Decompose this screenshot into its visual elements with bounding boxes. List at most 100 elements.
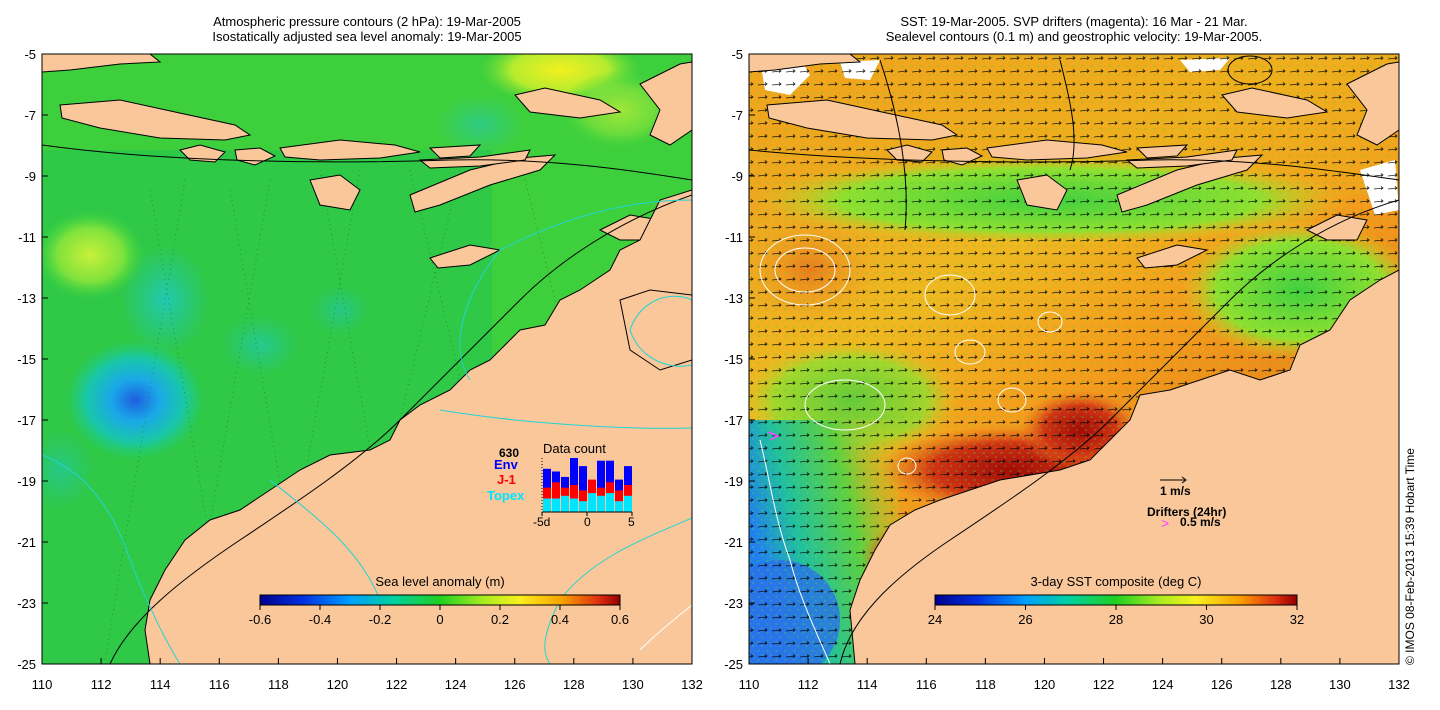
left-ytick-label: -13 (17, 291, 36, 306)
drifters-legend-value: 0.5 m/s (1180, 515, 1221, 529)
right-xtick-label: 128 (1270, 677, 1292, 692)
histogram-bar-topex (615, 501, 623, 512)
left-ytick-label: -23 (17, 596, 36, 611)
right-title-line2: Sealevel contours (0.1 m) and geostrophi… (885, 29, 1263, 44)
left-xtick-label: 114 (150, 677, 171, 692)
drifters-legend-symbol: > (1161, 515, 1170, 531)
right-ytick-label: -15 (724, 352, 743, 367)
left-ytick-label: -17 (17, 413, 36, 428)
right-ytick-label: -21 (724, 535, 743, 550)
right-ytick-label: -25 (724, 657, 743, 672)
sst-colorbar-tick-label: 32 (1290, 612, 1304, 627)
histogram-bar-topex (552, 498, 560, 512)
sst-map (749, 54, 1399, 664)
right-ytick-label: -7 (731, 108, 743, 123)
right-title: SST: 19-Mar-2005. SVP drifters (magenta)… (749, 14, 1399, 44)
left-xtick-label: 124 (445, 677, 467, 692)
left-ytick-label: -19 (17, 474, 36, 489)
right-ytick-label: -9 (731, 169, 743, 184)
right-ytick-label: -19 (724, 474, 743, 489)
data-count-legend-topex: Topex (487, 488, 525, 503)
left-xtick-label: 116 (209, 677, 230, 692)
right-ytick-label: -17 (724, 413, 743, 428)
histogram-bar-topex (570, 498, 578, 512)
data-count-total: 630 (499, 446, 520, 460)
right-xtick-label: 120 (1034, 677, 1056, 692)
histogram-bar-topex (543, 498, 551, 512)
drifters-legend-title: Drifters (24hr) (1147, 505, 1227, 519)
left-xtick-label: 112 (91, 677, 112, 692)
left-ytick-label: -21 (17, 535, 36, 550)
left-ytick-label: -11 (18, 230, 36, 245)
sea-level-anomaly-map (42, 54, 692, 664)
histogram-bar-topex (597, 495, 605, 512)
left-ytick-label: -7 (24, 108, 36, 123)
sst-colorbar-tick-label: 28 (1109, 612, 1123, 627)
sst-colorbar-tick-label: 26 (1018, 612, 1032, 627)
sla-colorbar-tick-label: 0.2 (491, 612, 509, 627)
sst-colorbar-tick-label: 30 (1199, 612, 1213, 627)
left-xtick-label: 118 (268, 677, 289, 692)
data-count-xtick-end: 5 (628, 515, 635, 529)
left-ytick-label: -15 (17, 352, 36, 367)
histogram-bar-topex (624, 495, 632, 512)
right-xtick-label: 110 (739, 677, 760, 692)
histogram-bar-topex (561, 495, 569, 512)
right-xtick-label: 124 (1152, 677, 1174, 692)
right-xtick-label: 122 (1093, 677, 1115, 692)
histogram-bar-topex (579, 501, 587, 512)
right-xtick-label: 126 (1211, 677, 1233, 692)
sla-colorbar-tick-label: 0.4 (551, 612, 569, 627)
right-xtick-label: 114 (857, 677, 878, 692)
right-axes: -5 -7 -9 -11 -13 -15 -17 -19 -21 -23 -25 110 112 114 1… (724, 47, 1410, 692)
data-count-legend-j1: J-1 (497, 472, 516, 487)
data-count-legend-env: Env (494, 457, 518, 472)
data-count-xtick-start: -5d (533, 515, 551, 529)
right-xtick-label: 112 (798, 677, 819, 692)
left-xtick-label: 122 (386, 677, 408, 692)
left-xtick-label: 130 (622, 677, 644, 692)
histogram-bar-topex (588, 493, 596, 512)
right-xtick-label: 118 (975, 677, 996, 692)
sla-colorbar-tick-label: -0.4 (309, 612, 331, 627)
left-ytick-label: -5 (24, 47, 36, 62)
right-ytick-label: -5 (731, 47, 743, 62)
left-xtick-label: 110 (32, 677, 53, 692)
left-ytick-label: -9 (24, 169, 36, 184)
right-xtick-label: 132 (1388, 677, 1410, 692)
sla-colorbar: -0.6 -0.4 -0.2 0 0.2 0.4 0.6 (249, 594, 629, 627)
data-count-histogram (541, 458, 633, 516)
sla-colorbar-tick-label: 0 (436, 612, 443, 627)
sst-colorbar-tick-label: 24 (928, 612, 942, 627)
right-ytick-label: -13 (724, 291, 743, 306)
left-title: Atmospheric pressure contours (2 hPa): 1… (42, 14, 692, 44)
left-axes: -5 -7 -9 -11 -13 -15 -17 -19 -21 -23 -25 110 112 114 1… (17, 47, 703, 692)
data-count-xtick-mid: 0 (584, 515, 591, 529)
right-xtick-label: 116 (916, 677, 937, 692)
sla-colorbar-label: Sea level anomaly (m) (375, 574, 505, 589)
histogram-bar-topex (606, 493, 614, 512)
histogram-bar-env (579, 466, 587, 512)
right-xtick-label: 130 (1329, 677, 1351, 692)
left-title-line1: Atmospheric pressure contours (2 hPa): 1… (213, 14, 521, 29)
sst-colorbar-label: 3-day SST composite (deg C) (1030, 574, 1202, 589)
right-ytick-label: -11 (725, 230, 743, 245)
velocity-legend-label: 1 m/s (1160, 484, 1191, 498)
histogram-bar-j1 (552, 482, 560, 512)
right-ytick-label: -23 (724, 596, 743, 611)
credit-text: © IMOS 08-Feb-2013 15:39 Hobart Time (1403, 448, 1417, 665)
sla-colorbar-tick-label: -0.2 (369, 612, 391, 627)
left-ytick-label: -25 (17, 657, 36, 672)
left-title-line2: Isostatically adjusted sea level anomaly… (212, 29, 522, 44)
sst-colorbar: 24 26 28 30 32 (928, 594, 1304, 627)
sla-colorbar-tick-label: -0.6 (249, 612, 271, 627)
left-xtick-label: 132 (681, 677, 703, 692)
sla-colorbar-tick-label: 0.6 (611, 612, 629, 627)
right-title-line1: SST: 19-Mar-2005. SVP drifters (magenta)… (900, 14, 1248, 29)
left-xtick-label: 120 (327, 677, 349, 692)
velocity-legend-arrow (1160, 476, 1187, 484)
data-count-title: Data count (543, 441, 606, 456)
histogram-bar-env (597, 460, 605, 512)
left-xtick-label: 128 (563, 677, 585, 692)
